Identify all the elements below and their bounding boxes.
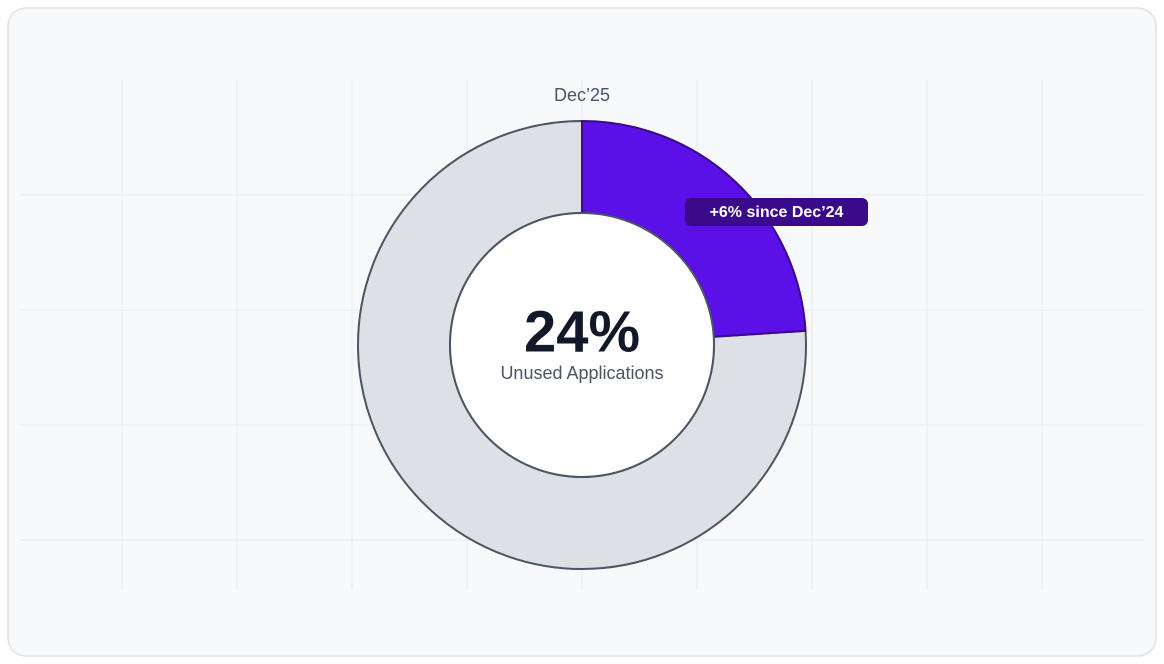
- annotation: +6% since Dec’24: [710, 204, 844, 221]
- donut-hole: [449, 212, 715, 478]
- annotation-badge: [685, 198, 868, 226]
- center-value: 24%: [524, 299, 640, 364]
- center-label: Unused Applications: [500, 363, 663, 383]
- chart-title: Dec’25: [554, 85, 610, 105]
